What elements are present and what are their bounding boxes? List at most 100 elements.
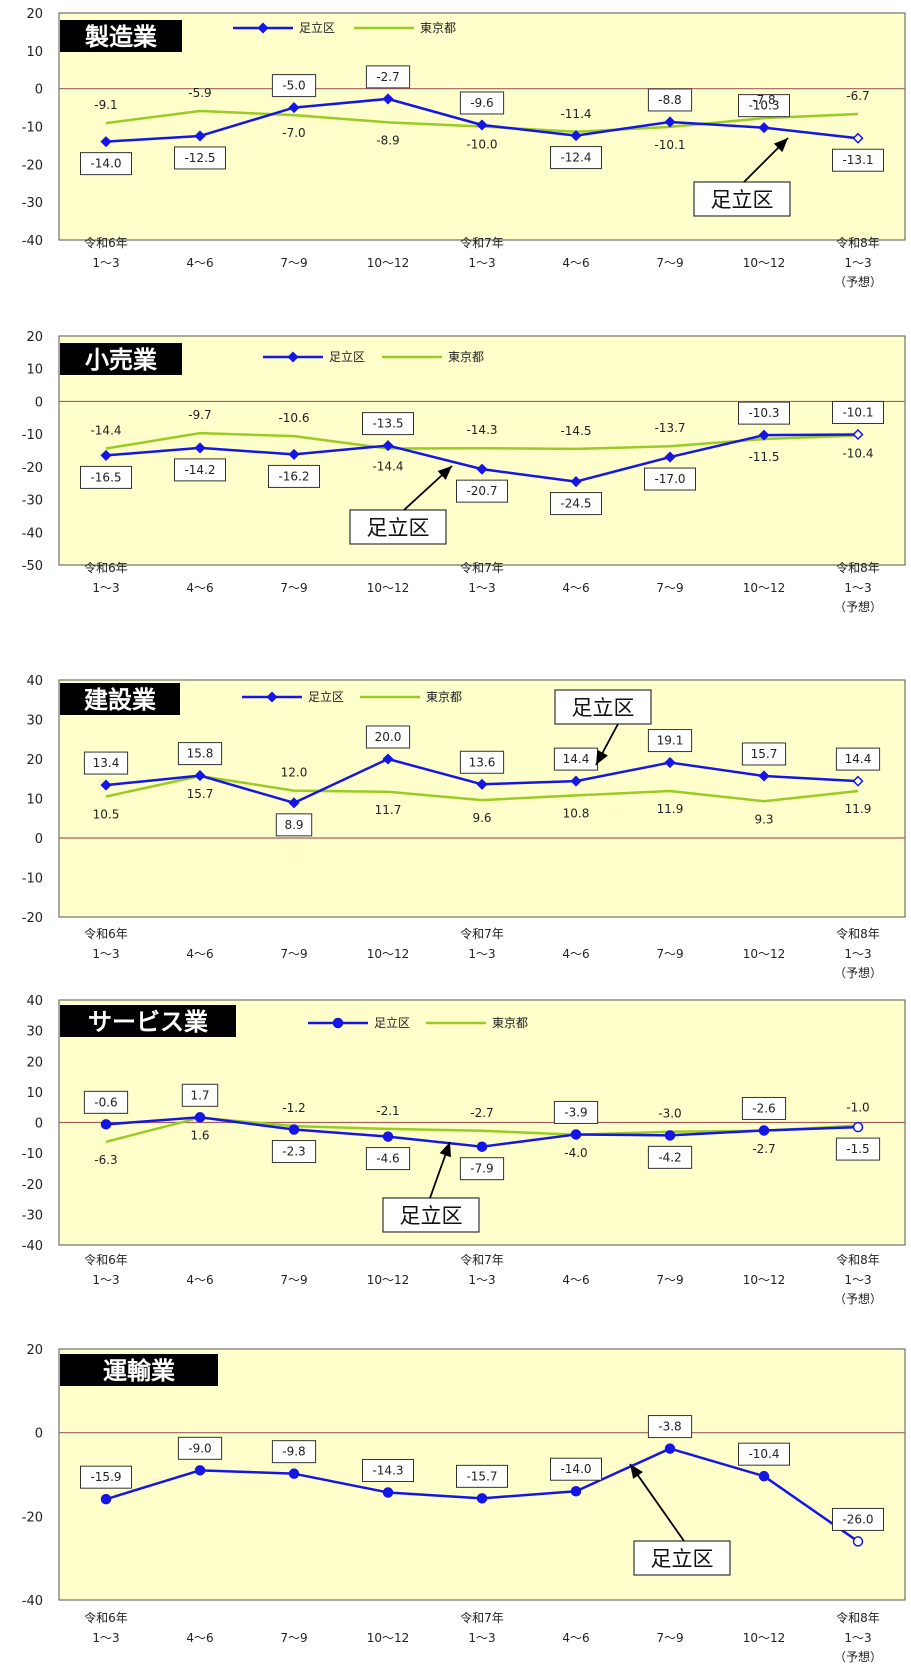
data-label-tokyo: -7.8 [752, 93, 775, 107]
x-tick-label: 令和7年 [460, 1252, 504, 1267]
legend-label-tokyo: 東京都 [420, 21, 456, 35]
chart-4: 40 30 20 10 0 -10 -20 -30 -40 令和6年 1～3 4～6 7～9 10～12 令… [22, 994, 906, 1306]
data-label-box-adachi [80, 465, 132, 489]
data-label-tokyo: -14.3 [466, 423, 497, 437]
x-tick-label: 10～12 [367, 256, 410, 270]
x-tick-label: 4～6 [562, 581, 589, 595]
data-point-adachi [852, 132, 864, 144]
data-label-box-adachi [550, 492, 602, 516]
data-label-box-adachi [271, 74, 317, 98]
plot-area [58, 679, 906, 918]
x-tick-label: 令和6年 [84, 560, 128, 575]
legend-label-adachi: 足立区 [308, 689, 344, 704]
x-tick-label: 令和6年 [84, 926, 128, 941]
data-point-adachi [570, 775, 582, 787]
y-tick-label: 0 [35, 832, 43, 847]
x-tick-label: 7～9 [280, 256, 307, 270]
chart-title-box [60, 1005, 236, 1037]
legend-marker-adachi [287, 351, 299, 363]
x-tick-label: 10～12 [743, 1631, 786, 1645]
x-tick-label: 10～12 [367, 581, 410, 595]
data-label-box-adachi [174, 146, 226, 170]
y-tick-label: -40 [22, 1594, 43, 1609]
data-label-box-adachi [362, 1458, 414, 1482]
x-tick-label: 1～3 [468, 947, 495, 961]
data-point-adachi [194, 770, 206, 782]
data-label-box-adachi [177, 1436, 223, 1460]
x-tick-label: 令和8年 [836, 1610, 880, 1625]
y-tick-label: -30 [22, 494, 43, 509]
data-label-adachi: -15.7 [466, 1469, 497, 1483]
x-tick-label: （予想） [834, 599, 882, 614]
data-point-adachi [570, 130, 582, 142]
data-label-adachi: -8.8 [658, 93, 681, 107]
data-label-box-adachi [644, 467, 696, 491]
y-tick-label: 10 [26, 1086, 43, 1101]
data-label-tokyo: -8.9 [376, 133, 399, 147]
data-point-adachi [664, 1443, 676, 1454]
data-point-adachi [758, 122, 770, 134]
y-tick-label: -10 [22, 428, 43, 443]
data-label-box-adachi [275, 813, 313, 837]
data-point-adachi [288, 102, 300, 114]
data-label-adachi: -17.0 [654, 472, 685, 486]
y-tick-label: 0 [35, 395, 43, 410]
data-label-tokyo: -1.0 [846, 1101, 869, 1115]
chart-title-box [60, 20, 182, 52]
x-tick-label: 7～9 [656, 1273, 683, 1287]
data-point-adachi [476, 778, 488, 790]
data-point-adachi [288, 1468, 300, 1479]
y-tick-label: -10 [22, 872, 43, 887]
x-tick-label: 1～3 [468, 256, 495, 270]
data-label-adachi: -16.5 [90, 470, 121, 484]
x-tick-label: 1～3 [844, 256, 871, 270]
x-tick-label: 4～6 [562, 947, 589, 961]
data-point-adachi [852, 428, 864, 441]
data-label-tokyo: 11.9 [845, 802, 872, 816]
data-label-tokyo: -13.7 [654, 421, 685, 435]
legend-label-tokyo: 東京都 [492, 1016, 528, 1030]
x-tick-label: 4～6 [562, 1273, 589, 1287]
y-tick-label: -40 [22, 526, 43, 541]
data-label-box-adachi [80, 152, 132, 176]
data-label-adachi: -15.9 [90, 1470, 121, 1484]
data-point-adachi [476, 119, 488, 131]
y-tick-label: 10 [26, 363, 43, 378]
data-label-box-adachi [365, 65, 411, 89]
callout-box [349, 509, 447, 545]
data-label-adachi: -4.6 [376, 1152, 399, 1166]
data-label-tokyo: 10.8 [563, 806, 590, 820]
data-label-box-adachi [83, 1090, 129, 1114]
x-tick-label: （予想） [834, 274, 882, 289]
y-tick-label: -40 [22, 1239, 43, 1254]
y-tick-label: 30 [26, 1025, 43, 1040]
x-tick-label: 7～9 [656, 581, 683, 595]
x-tick-label: 令和8年 [836, 1252, 880, 1267]
data-point-adachi [100, 1493, 112, 1505]
data-label-tokyo: -10.0 [466, 138, 497, 152]
y-tick-label: -50 [22, 559, 43, 574]
y-tick-label: -20 [22, 911, 43, 926]
callout-box [633, 1540, 731, 1576]
data-label-tokyo: 1.6 [190, 1129, 209, 1143]
data-point-adachi [194, 1112, 206, 1123]
x-tick-label: 10～12 [367, 1631, 410, 1645]
arrow-icon [437, 466, 452, 480]
data-label-adachi: 19.1 [657, 734, 684, 748]
data-label-adachi: -14.2 [184, 463, 215, 477]
data-label-tokyo: -6.7 [846, 89, 869, 103]
data-label-box-adachi [181, 1083, 219, 1107]
arrow-icon [630, 1464, 643, 1479]
x-tick-label: 7～9 [280, 581, 307, 595]
data-label-box-adachi [365, 725, 411, 749]
x-tick-label: 4～6 [186, 256, 213, 270]
x-tick-label: 1～3 [92, 1631, 119, 1645]
data-point-adachi [382, 440, 394, 452]
data-label-box-adachi [456, 479, 508, 503]
data-label-tokyo: -1.2 [282, 1101, 305, 1115]
y-tick-label: 40 [26, 674, 43, 689]
x-tick-label: 1～3 [844, 1273, 871, 1287]
data-label-adachi: 8.9 [284, 818, 303, 832]
data-label-adachi: -14.3 [372, 1463, 403, 1477]
data-label-box-adachi [459, 91, 505, 115]
